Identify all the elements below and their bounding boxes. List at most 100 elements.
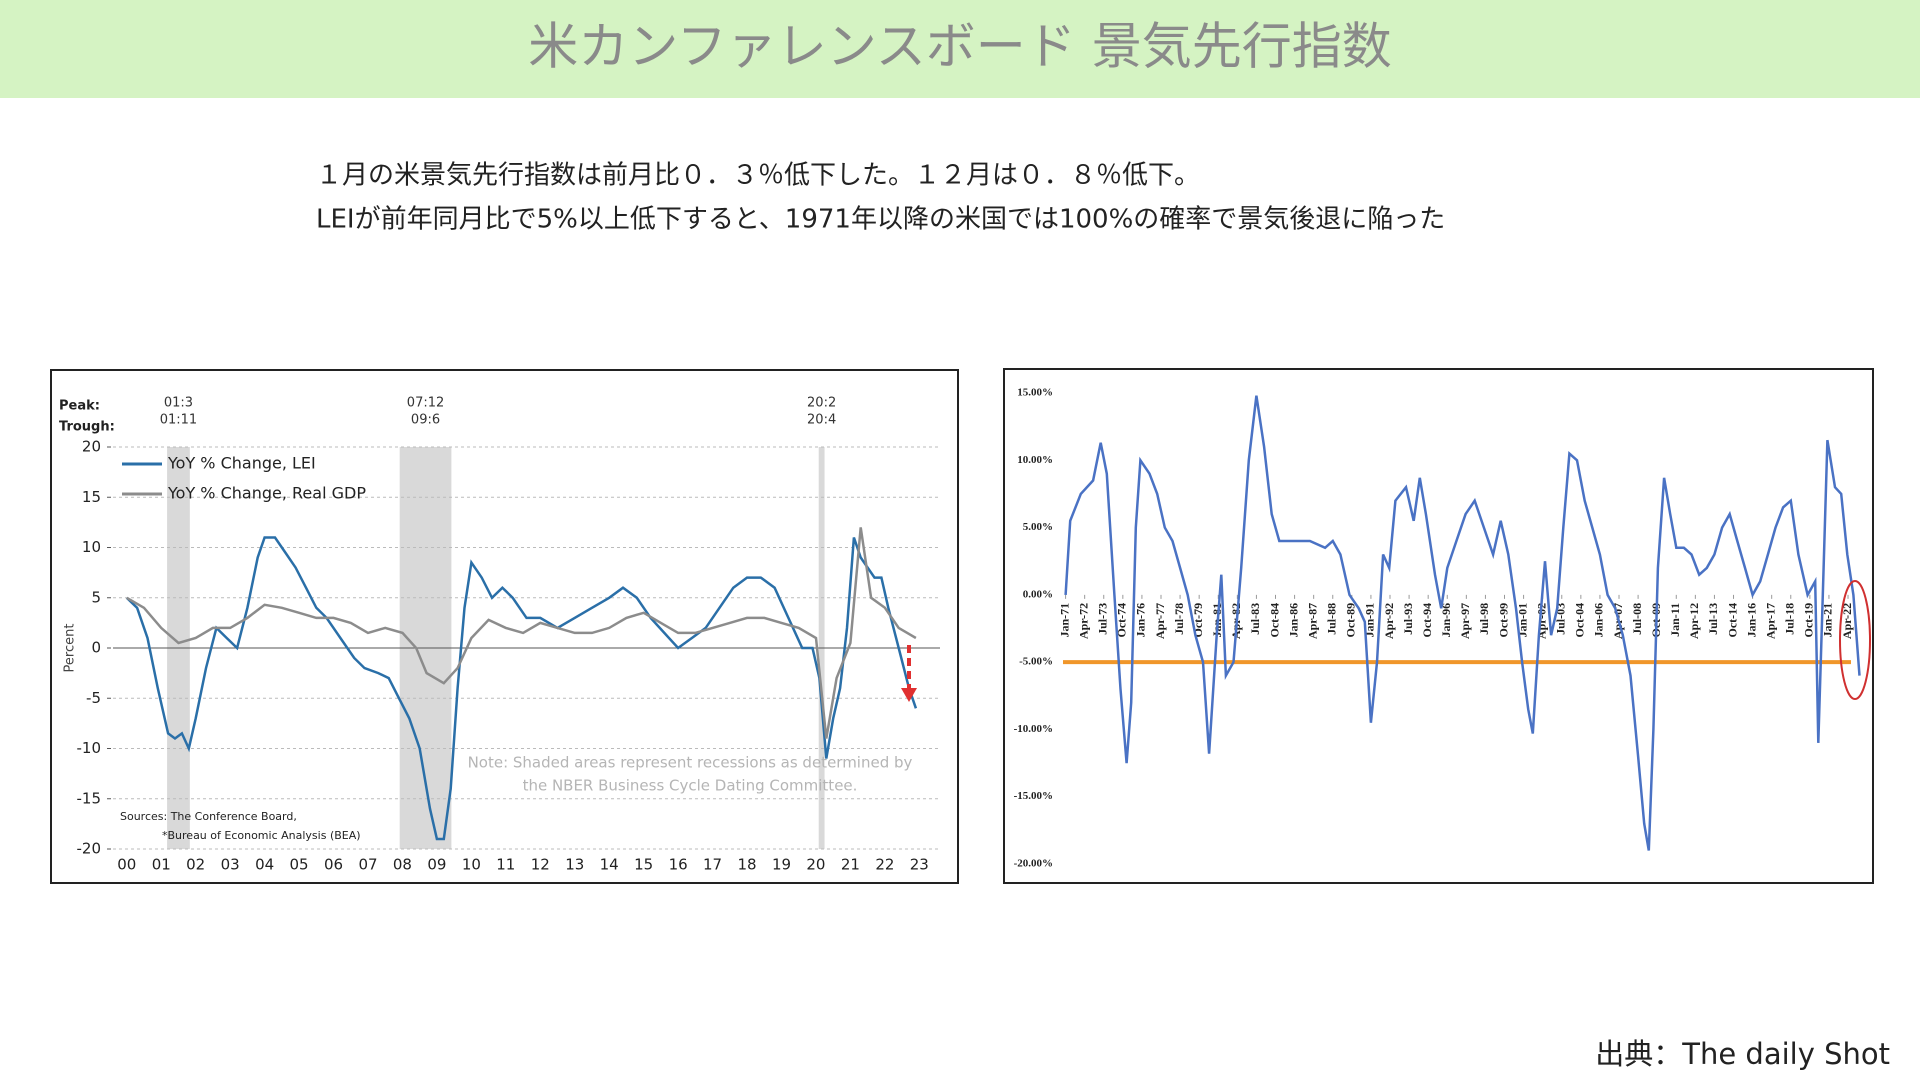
x-tick-label: Jul-98 [1477, 603, 1491, 635]
x-tick-label: Apr-87 [1305, 603, 1319, 639]
x-tick-label: 11 [496, 856, 515, 874]
x-tick-label: Jul-08 [1630, 603, 1644, 635]
y-tick-label: -15 [77, 789, 102, 807]
arrow-head [901, 688, 917, 702]
highlight-ellipse [1839, 580, 1871, 700]
x-tick-label: Jan-86 [1286, 603, 1300, 638]
note: Note: Shaded areas represent recessions … [468, 754, 913, 772]
y-axis-label: Percent [63, 624, 78, 673]
x-tick-label: 02 [186, 856, 205, 874]
sources: *Bureau of Economic Analysis (BEA) [162, 829, 361, 842]
series-line [126, 527, 917, 739]
charts: 01:3 01:11 07:12 09:6 20:2 20:4 20 15 10 5 0 -5 -10 -… [59, 387, 1861, 874]
chart-frame [1003, 368, 1874, 884]
x-tick-label: 09 [427, 856, 446, 874]
x-tick-label: Jan-16 [1744, 603, 1758, 638]
x-tick-label: Jul-83 [1248, 603, 1262, 635]
y-tick-label: -10 [77, 739, 102, 757]
legend-label: YoY % Change, Real GDP [167, 484, 366, 503]
y-tick-label: -5 [86, 689, 101, 707]
x-tick-label: Jul-18 [1783, 603, 1797, 635]
trough-date: 09:6 [411, 413, 440, 428]
trough-date: 01:11 [160, 413, 197, 428]
x-tick-label: Oct-04 [1573, 603, 1587, 638]
x-tick-label: 01 [152, 856, 171, 874]
x-tick-label: 05 [290, 856, 309, 874]
series-line [1064, 395, 1861, 851]
series-line [125, 536, 918, 841]
y-tick-label: 10 [82, 538, 101, 556]
slide-title: 米カンファレンスボード 景気先行指数 [528, 18, 1391, 76]
x-tick-label: 17 [703, 856, 722, 874]
x-tick-label: 12 [531, 856, 550, 874]
y-tick-label: 20 [82, 438, 101, 456]
x-tick-label: Jan-06 [1592, 603, 1606, 638]
x-tick-label: Apr-22 [1840, 603, 1854, 639]
x-tick-label: 18 [737, 856, 756, 874]
x-tick-label: 20 [806, 856, 825, 874]
y-tick-label: -10.00% [1014, 723, 1053, 735]
x-tick-label: Jul-78 [1172, 603, 1186, 635]
x-tick-label: 14 [600, 856, 619, 874]
note: the NBER Business Cycle Dating Committee… [523, 777, 858, 795]
x-tick-label: Apr-02 [1534, 603, 1548, 639]
peak-date: 20:2 [807, 396, 836, 411]
x-tick-label: 23 [910, 856, 929, 874]
trough-label: Trough: [59, 420, 115, 435]
y-tick-label: 15.00% [1017, 387, 1053, 399]
x-tick-label: Oct-14 [1725, 603, 1739, 638]
intro-line: LEIが前年同月比で5%以上低下すると、1971年以降の米国では100%の確率で… [316, 205, 1445, 235]
x-tick-label: 07 [358, 856, 377, 874]
y-tick-label: -20 [77, 840, 102, 858]
x-tick-label: Oct-19 [1802, 603, 1816, 638]
x-tick-label: Oct-84 [1267, 603, 1281, 638]
x-tick-label: 08 [393, 856, 412, 874]
x-tick-label: Jan-96 [1439, 603, 1453, 638]
y-tick-label: 0 [91, 639, 101, 657]
y-tick-label: 5 [91, 588, 101, 606]
y-tick-label: 15 [82, 488, 101, 506]
source: 出典：The daily Shot [1595, 1037, 1890, 1071]
sources: Sources: The Conference Board, [120, 810, 297, 823]
y-tick-label: -5.00% [1019, 656, 1053, 668]
x-tick-label: Oct-74 [1115, 603, 1129, 638]
x-tick-label: Apr-72 [1076, 603, 1090, 639]
peak-label: Peak: [59, 399, 100, 414]
x-tick-label: Apr-77 [1153, 603, 1167, 639]
trough-date: 20:4 [807, 413, 836, 428]
x-tick-label: Apr-92 [1382, 603, 1396, 639]
y-tick-label: 5.00% [1023, 521, 1053, 533]
x-tick-label: Oct-94 [1420, 603, 1434, 638]
x-tick-label: Apr-17 [1763, 603, 1777, 639]
peak-date: 01:3 [164, 396, 193, 411]
x-tick-label: Apr-12 [1687, 603, 1701, 639]
y-tick-label: -20.00% [1014, 858, 1053, 870]
x-tick-label: Jul-88 [1325, 603, 1339, 635]
x-tick-label: 19 [772, 856, 791, 874]
x-tick-label: 00 [117, 856, 136, 874]
x-tick-label: Jan-11 [1668, 603, 1682, 637]
x-tick-label: 13 [565, 856, 584, 874]
header-band [0, 0, 1920, 98]
x-tick-label: Apr-97 [1458, 603, 1472, 639]
x-tick-label: Oct-99 [1496, 603, 1510, 638]
x-tick-label: Jan-71 [1057, 603, 1071, 638]
legend-label: YoY % Change, LEI [167, 454, 316, 473]
x-tick-label: Jan-21 [1821, 603, 1835, 638]
x-tick-label: 16 [669, 856, 688, 874]
x-tick-label: Jan-76 [1134, 603, 1148, 638]
x-tick-label: 22 [875, 856, 894, 874]
intro-line: １月の米景気先行指数は前月比０．３％低下した。１２月は０．８％低下。 [316, 161, 1200, 191]
x-tick-label: 15 [634, 856, 653, 874]
y-tick-label: -15.00% [1014, 790, 1053, 802]
x-tick-label: 04 [255, 856, 274, 874]
x-tick-label: Jul-93 [1401, 603, 1415, 635]
x-tick-label: Jul-73 [1095, 603, 1109, 635]
peak-date: 07:12 [407, 396, 444, 411]
x-tick-label: 03 [221, 856, 240, 874]
x-tick-label: 10 [462, 856, 481, 874]
y-tick-label: 0.00% [1023, 588, 1053, 600]
x-tick-label: 06 [324, 856, 343, 874]
x-tick-label: Jul-13 [1706, 603, 1720, 635]
